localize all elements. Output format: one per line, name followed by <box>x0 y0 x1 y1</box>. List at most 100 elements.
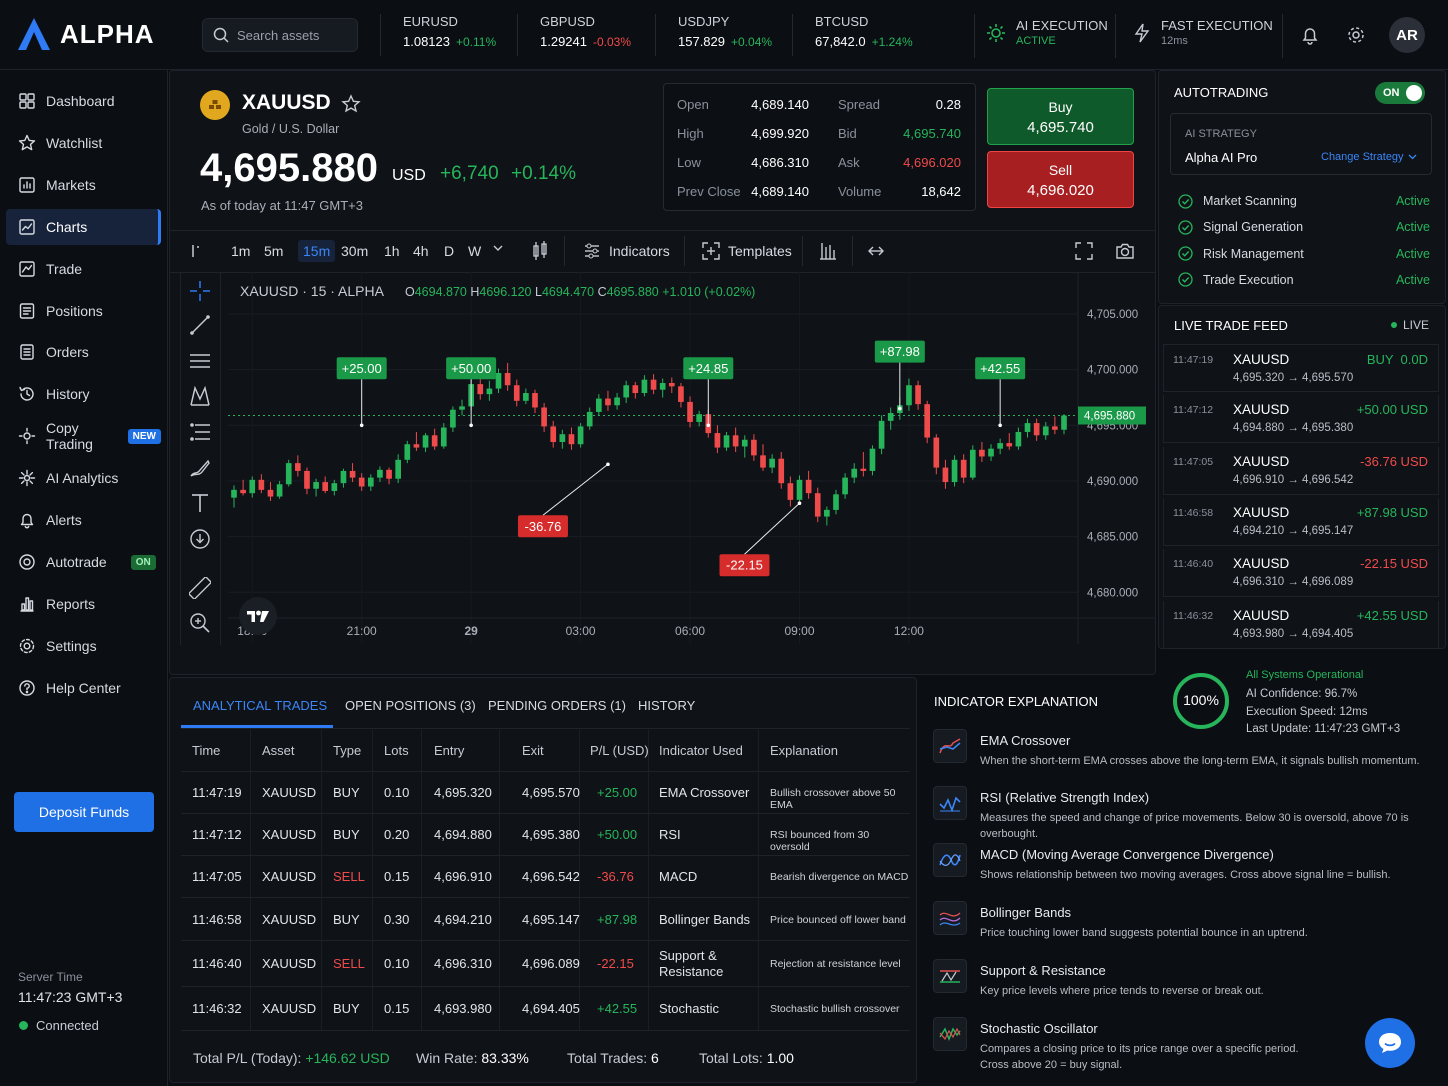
tradingview-logo-icon[interactable] <box>239 597 277 635</box>
column-header[interactable]: Indicator Used <box>659 743 743 758</box>
timeframe-1h[interactable]: 1h <box>384 243 400 259</box>
download-tool[interactable] <box>186 525 214 553</box>
logo[interactable]: ALPHA <box>16 16 155 52</box>
timeframe-D[interactable]: D <box>444 243 455 259</box>
trade-marker-box[interactable] <box>446 357 497 380</box>
search-input[interactable] <box>237 27 347 43</box>
timeframe-15m[interactable]: 15m <box>298 240 336 262</box>
templates-button[interactable]: Templates <box>702 242 792 260</box>
brush-tool[interactable] <box>186 454 214 482</box>
tab-pending-orders[interactable]: PENDING ORDERS (1) <box>488 698 626 713</box>
resize-button[interactable] <box>867 243 885 259</box>
table-row[interactable]: 11:46:32 XAUUSD BUY 0.15 4,693.980 4,694.405 +… <box>181 986 910 1030</box>
table-row[interactable]: 11:47:19 XAUUSD BUY 0.10 4,695.320 4,695.570 +… <box>181 771 910 813</box>
feed-row[interactable]: 11:47:19 XAUUSD BUY 0.0D 4,695.320 → 4,695.… <box>1163 344 1439 392</box>
column-header[interactable]: Time <box>192 743 221 758</box>
ticker-usdjpy[interactable]: USDJPY 157.829 +0.04% <box>655 14 772 56</box>
ticker-gbpusd[interactable]: GBPUSD 1.29241 -0.03% <box>517 14 631 56</box>
favorite-button[interactable] <box>341 94 361 114</box>
indicators-button[interactable]: Indicators <box>583 242 670 260</box>
crosshair-tool[interactable] <box>186 277 214 305</box>
sidebar-item-help-center[interactable]: Help Center <box>6 670 161 706</box>
ticker-btcusd[interactable]: BTCUSD 67,842.0 +1.24% <box>792 14 913 56</box>
tab-open-positions[interactable]: OPEN POSITIONS (3) <box>345 698 476 713</box>
tab-history[interactable]: HISTORY <box>638 698 696 713</box>
avatar[interactable]: AR <box>1389 17 1425 53</box>
compare-button[interactable] <box>819 241 837 261</box>
table-row[interactable]: 11:47:12 XAUUSD BUY 0.20 4,694.880 4,695.380 +… <box>181 813 910 855</box>
change-strategy-link[interactable]: Change Strategy <box>1321 151 1417 163</box>
ai-execution-status[interactable]: AI EXECUTION ACTIVE <box>986 18 1108 47</box>
sidebar-item-alerts[interactable]: Alerts <box>6 502 161 538</box>
sidebar-item-reports[interactable]: Reports <box>6 586 161 622</box>
text-tool[interactable] <box>186 489 214 517</box>
indicators-label: Indicators <box>609 243 670 259</box>
chat-button[interactable] <box>1365 1018 1415 1068</box>
column-header[interactable]: Asset <box>262 743 295 758</box>
deposit-funds-button[interactable]: Deposit Funds <box>14 792 154 832</box>
sidebar-item-charts[interactable]: Charts <box>6 209 161 245</box>
column-header[interactable]: Lots <box>384 743 409 758</box>
indicator-name: EMA Crossover <box>980 733 1071 748</box>
fast-execution-status[interactable]: FAST EXECUTION 12ms <box>1133 18 1273 47</box>
pattern-tool[interactable] <box>186 382 214 410</box>
settings-button[interactable] <box>1346 25 1366 45</box>
column-header[interactable]: Explanation <box>770 743 838 758</box>
trade-marker-box[interactable] <box>683 357 734 380</box>
timeframe-1m[interactable]: 1m <box>231 243 251 259</box>
chart-type-button[interactable] <box>531 241 549 261</box>
trade-marker-box[interactable] <box>517 515 568 538</box>
autotrading-toggle[interactable]: ON <box>1375 82 1425 104</box>
price-chart[interactable]: 4,705.000 4,700.000 4,695.000 4,690.000 4,68… <box>228 272 1156 644</box>
table-row[interactable]: 11:47:05 XAUUSD SELL 0.15 4,696.910 4,696.542… <box>181 855 910 897</box>
feed-row[interactable]: 11:46:40 XAUUSD -22.15 USD 4,696.310 → 4,69… <box>1163 549 1439 598</box>
trade-marker-box[interactable] <box>336 357 387 380</box>
zoom-tool[interactable] <box>186 609 214 637</box>
trend-line-tool[interactable] <box>186 311 214 339</box>
sidebar-item-orders[interactable]: Orders <box>6 334 161 370</box>
trade-marker-box[interactable] <box>874 340 925 363</box>
cursor-tool-button[interactable] <box>190 243 204 259</box>
timeframe-5m[interactable]: 5m <box>264 243 284 259</box>
column-header[interactable]: P/L (USD) <box>590 743 649 758</box>
sidebar-item-autotrade[interactable]: Autotrade ON <box>6 544 161 580</box>
feed-row[interactable]: 11:46:58 XAUUSD +87.98 USD 4,694.210 → 4,69… <box>1163 497 1439 546</box>
feed-row[interactable]: 11:47:05 XAUUSD -36.76 USD 4,696.910 → 4,69… <box>1163 446 1439 495</box>
tab-analytical-trades[interactable]: ANALYTICAL TRADES <box>193 698 328 713</box>
table-row[interactable]: 11:46:40 XAUUSD SELL 0.10 4,696.310 4,696.089… <box>181 940 910 986</box>
column-header[interactable]: Entry <box>434 743 465 758</box>
sidebar-item-ai-analytics[interactable]: AI Analytics <box>6 460 161 496</box>
trade-marker-box[interactable] <box>719 554 770 577</box>
timeframe-30m[interactable]: 30m <box>341 243 369 259</box>
sidebar-item-positions[interactable]: Positions <box>6 293 161 329</box>
timeframe-4h[interactable]: 4h <box>413 243 429 259</box>
candlestick-chart[interactable]: 4,705.0004,700.0004,695.0004,690.0004,68… <box>228 272 1156 644</box>
horizontal-lines-tool[interactable] <box>186 347 214 375</box>
column-header[interactable]: Type <box>333 743 362 758</box>
feed-row[interactable]: 11:46:32 XAUUSD +42.55 USD 4,693.980 → 4,69… <box>1163 600 1439 649</box>
ruler-tool[interactable] <box>186 574 214 602</box>
buy-button[interactable]: Buy 4,695.740 <box>987 88 1134 145</box>
sell-button[interactable]: Sell 4,696.020 <box>987 151 1134 208</box>
sidebar-item-trade[interactable]: Trade <box>6 251 161 287</box>
table-row[interactable]: 11:46:58 XAUUSD BUY 0.30 4,694.210 4,695.147 +… <box>181 897 910 940</box>
screenshot-button[interactable] <box>1115 242 1135 260</box>
ticker-eurusd[interactable]: EURUSD 1.08123 +0.11% <box>380 14 496 56</box>
notifications-button[interactable] <box>1300 25 1320 45</box>
sidebar-item-watchlist[interactable]: Watchlist <box>6 125 161 161</box>
sidebar-item-history[interactable]: History <box>6 376 161 412</box>
sidebar-item-copy-trading[interactable]: Copy Trading NEW <box>6 418 161 454</box>
timeframe-W[interactable]: W <box>468 243 482 259</box>
timeframe-dropdown[interactable] <box>493 245 503 252</box>
fullscreen-button[interactable] <box>1075 242 1093 260</box>
sidebar-item-settings[interactable]: Settings <box>6 628 161 664</box>
trade-marker-box[interactable] <box>975 357 1026 380</box>
sidebar-item-dashboard[interactable]: Dashboard <box>6 83 161 119</box>
column-header[interactable]: Exit <box>522 743 544 758</box>
search-box[interactable] <box>202 18 358 52</box>
column-divider <box>758 730 759 1030</box>
feed-row[interactable]: 11:47:12 XAUUSD +50.00 USD 4,694.880 → 4,69… <box>1163 395 1439 444</box>
sidebar-item-markets[interactable]: Markets <box>6 167 161 203</box>
price-currency: USD <box>392 167 426 184</box>
fib-tool[interactable] <box>186 418 214 446</box>
